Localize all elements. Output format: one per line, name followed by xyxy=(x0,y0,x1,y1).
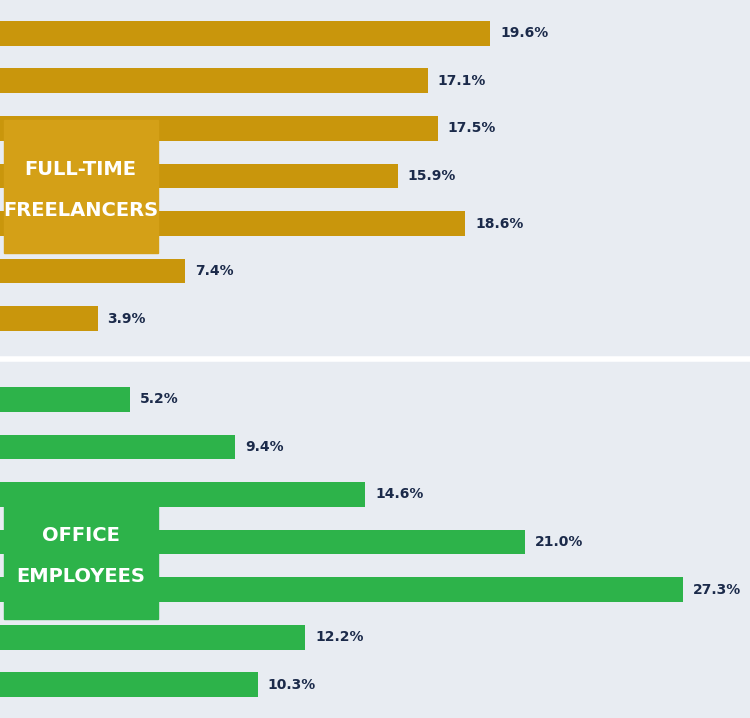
Text: 21.0%: 21.0% xyxy=(535,535,584,549)
Bar xyxy=(0,577,682,602)
Text: 15.9%: 15.9% xyxy=(407,169,456,183)
Text: 7.4%: 7.4% xyxy=(195,264,234,278)
Text: 17.5%: 17.5% xyxy=(448,121,496,136)
Text: 9.4%: 9.4% xyxy=(245,440,284,454)
Bar xyxy=(0,164,398,188)
Text: EMPLOYEES: EMPLOYEES xyxy=(16,567,145,586)
Text: 18.6%: 18.6% xyxy=(475,217,524,230)
Bar xyxy=(0,68,427,93)
Text: FULL-TIME: FULL-TIME xyxy=(25,159,136,179)
Bar xyxy=(0,21,490,46)
Bar xyxy=(0,387,130,411)
Bar xyxy=(0,530,525,554)
Text: 14.6%: 14.6% xyxy=(375,488,423,501)
Text: 17.1%: 17.1% xyxy=(437,74,486,88)
Bar xyxy=(0,434,235,460)
Bar xyxy=(0,258,185,284)
Text: OFFICE: OFFICE xyxy=(42,526,119,545)
Bar xyxy=(0,482,365,507)
Bar xyxy=(0,672,257,697)
Text: 10.3%: 10.3% xyxy=(268,678,316,691)
Text: 3.9%: 3.9% xyxy=(107,312,146,326)
Text: 5.2%: 5.2% xyxy=(140,392,178,406)
Text: FREELANCERS: FREELANCERS xyxy=(3,201,158,220)
Bar xyxy=(0,307,98,331)
Bar xyxy=(0,625,305,650)
Text: 12.2%: 12.2% xyxy=(315,630,364,644)
Bar xyxy=(0,116,437,141)
Bar xyxy=(0,211,465,236)
Text: 19.6%: 19.6% xyxy=(500,27,548,40)
Text: 27.3%: 27.3% xyxy=(692,582,741,597)
